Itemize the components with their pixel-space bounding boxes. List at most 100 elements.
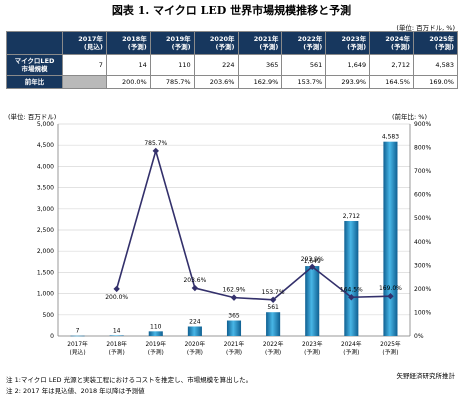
table-header-cell: 2020年 (予測) <box>193 31 239 55</box>
bar <box>344 221 359 336</box>
bar <box>266 312 281 336</box>
table-row-yoy: 前年比 200.0% 785.7% 203.6% 162.9% 153.7% 2… <box>6 75 458 89</box>
combo-chart: (単位: 百万ドル) (前年比: %) 0 500 1,000 1,500 2,000 2,5… <box>8 112 431 356</box>
table-cell: 7 <box>62 54 107 76</box>
category-label: (予測) <box>109 348 125 356</box>
right-tick-label: 900% <box>414 121 431 128</box>
table-header-row: 2017年 (見込) 2018年 (予測) 2019年 (予測) 2020年 (… <box>6 31 458 55</box>
left-tick-label: 4,500 <box>37 142 54 149</box>
table-cell: 785.7% <box>149 75 195 89</box>
table-cell: 164.5% <box>369 75 414 89</box>
yoy-value-label: 153.7% <box>262 289 285 296</box>
bar <box>305 266 320 336</box>
right-axis-label: (前年比: %) <box>392 112 427 121</box>
bar <box>226 320 242 336</box>
yoy-marker <box>152 147 159 155</box>
bar-value-label: 561 <box>267 304 279 311</box>
yoy-marker <box>113 285 120 293</box>
left-axis-label: (単位: 百万ドル) <box>8 112 56 121</box>
table-header-cell: 2023年 (予測) <box>325 31 371 55</box>
yoy-marker <box>269 296 277 303</box>
yoy-value-label: 785.7% <box>144 140 167 147</box>
right-tick-label: 300% <box>414 262 431 269</box>
table-cell: 2,712 <box>369 54 414 76</box>
yoy-value-label: 200.0% <box>105 294 128 301</box>
left-tick-label: 1,500 <box>37 269 54 276</box>
table-header-cell: 2017年 (見込) <box>62 31 107 55</box>
table-cell: 200.0% <box>105 75 151 89</box>
right-tick-label: 600% <box>414 192 431 199</box>
table-row-label: マイクロLED 市場規模 <box>6 54 63 76</box>
table-cell: 561 <box>281 54 327 76</box>
category-label: (予測) <box>148 348 164 356</box>
left-tick-label: 3,500 <box>37 185 54 192</box>
yoy-value-label: 203.6% <box>183 277 206 284</box>
table-header-cell: 2019年 (予測) <box>149 31 195 55</box>
yoy-marker <box>309 263 316 270</box>
right-tick-label: 0% <box>414 333 424 340</box>
bar <box>187 326 202 336</box>
left-tick-label: 500 <box>43 312 55 319</box>
category-label: 2024年 <box>341 340 362 348</box>
category-label: (予測) <box>343 348 359 356</box>
category-label: 2019年 <box>145 340 166 348</box>
category-label: (予測) <box>382 348 398 356</box>
yoy-marker <box>230 294 238 301</box>
bar-value-label: 2,712 <box>343 213 360 220</box>
table-cell <box>62 75 107 89</box>
category-label: 2023年 <box>302 340 323 348</box>
category-label: (予測) <box>304 348 320 356</box>
data-table: 2017年 (見込) 2018年 (予測) 2019年 (予測) 2020年 (… <box>6 31 458 89</box>
note-2: 注 2: 2017 年は見込値、2018 年以降は予測値 <box>6 387 145 395</box>
bar-value-label: 14 <box>113 327 121 334</box>
table-header-cell: 2021年 (予測) <box>237 31 283 55</box>
left-tick-label: 2,000 <box>37 248 54 255</box>
table-cell: 365 <box>237 54 283 76</box>
table-cell: 224 <box>193 54 239 76</box>
table-cell: 14 <box>105 54 151 76</box>
right-tick-label: 800% <box>414 145 431 152</box>
table-row-market-size: マイクロLED 市場規模 7 14 110 224 365 561 1,649 … <box>6 54 458 76</box>
left-tick-label: 1,000 <box>37 291 54 298</box>
table-unit: (単位: 百万ドル, %) <box>396 24 455 32</box>
source-credit: 矢野経済研究所推計 <box>396 372 456 380</box>
yoy-marker <box>348 294 355 301</box>
right-tick-label: 400% <box>414 239 431 246</box>
table-cell: 4,583 <box>413 54 458 76</box>
table-cell: 203.6% <box>193 75 239 89</box>
yoy-value-label: 293.9% <box>301 256 324 263</box>
figure-title: 図表 1. マイクロ LED 世界市場規模推移と予測 <box>111 4 352 17</box>
table-cell: 1,649 <box>325 54 371 76</box>
bar <box>70 335 85 337</box>
bar <box>109 335 124 337</box>
yoy-value-label: 169.0% <box>379 285 402 292</box>
category-label: (見込) <box>69 348 85 356</box>
table-cell: 293.9% <box>325 75 371 89</box>
left-tick-label: 4,000 <box>37 163 54 170</box>
bar-value-label: 224 <box>189 319 201 326</box>
yoy-marker <box>387 292 394 300</box>
table-cell: 153.7% <box>281 75 327 89</box>
bar-value-label: 1,649 <box>304 258 321 265</box>
yoy-line <box>115 147 391 301</box>
category-label: (予測) <box>187 348 203 356</box>
right-tick-label: 200% <box>414 286 431 293</box>
category-label: 2018年 <box>106 340 127 348</box>
table-header-cell: 2022年 (予測) <box>281 31 327 55</box>
category-label: (予測) <box>265 348 281 356</box>
left-tick-label: 3,000 <box>37 206 54 213</box>
bar <box>383 141 398 336</box>
right-tick-label: 700% <box>414 168 431 175</box>
category-label: 2022年 <box>263 340 284 348</box>
table-header-cell: 2018年 (予測) <box>105 31 151 55</box>
right-tick-label: 100% <box>414 309 431 316</box>
yoy-marker <box>191 284 199 292</box>
table-header-cell: 2024年 (予測) <box>369 31 414 55</box>
category-label: 2020年 <box>185 340 206 348</box>
table-cell: 169.0% <box>413 75 458 89</box>
bar <box>148 331 163 336</box>
bar-value-label: 110 <box>150 323 162 330</box>
category-label: 2021年 <box>224 340 245 348</box>
left-tick-label: 2,500 <box>37 227 54 234</box>
category-label: 2017年 <box>67 340 88 348</box>
